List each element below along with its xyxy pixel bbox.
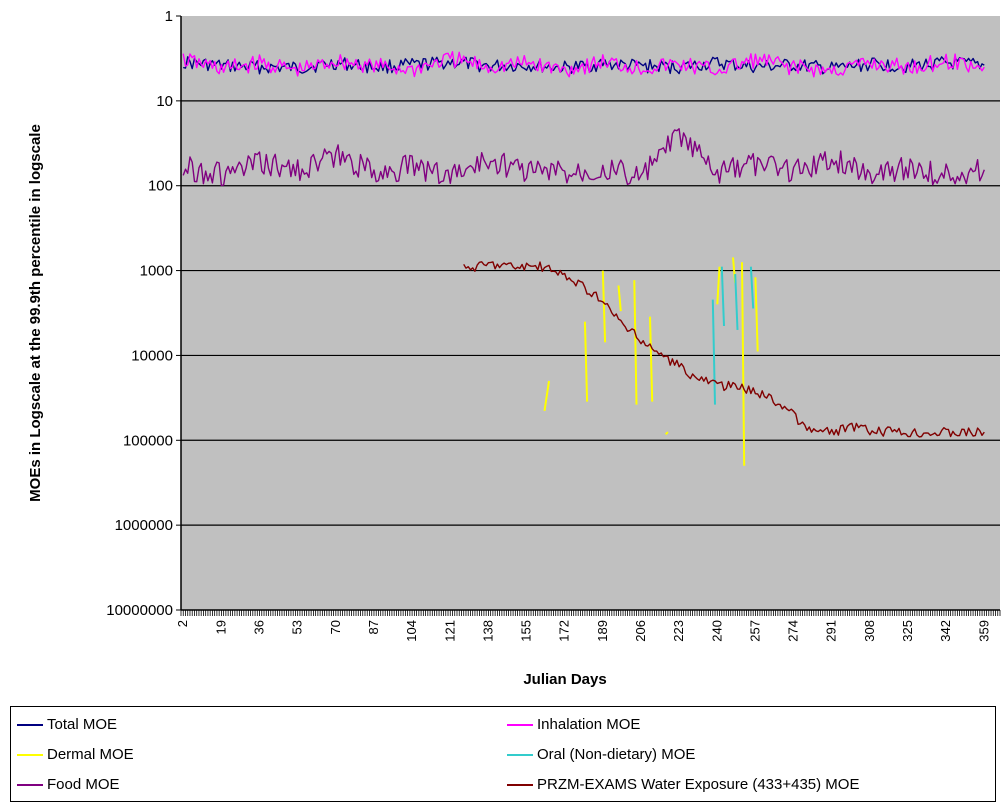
series-dermal-moe-segment [716, 266, 721, 305]
x-tick-label: 274 [786, 620, 801, 642]
series-dermal-moe-segment [583, 321, 589, 402]
x-tick-label: 172 [557, 620, 572, 642]
x-tick-label: 308 [862, 620, 877, 642]
legend-label: Total MOE [47, 716, 118, 733]
y-tick-label: 1000000 [115, 517, 173, 534]
x-tick-label: 70 [328, 620, 343, 634]
y-tick-label: 10 [156, 93, 173, 110]
chart: 1 10 100 1000 10000 100000 1000000 10000000 2 19… [27, 8, 1001, 688]
series-dermal-moe-segment [649, 316, 654, 402]
series-dermal-moe-segment [754, 277, 759, 352]
legend-item-total-moe: Total MOE [17, 716, 117, 733]
y-axis-title: MOEs in Logscale at the 99.9th percentil… [27, 124, 44, 502]
legend-label: Oral (Non-dietary) MOE [537, 746, 696, 763]
x-tick-labels: 2 19 36 53 70 87 104 121 138 155 172 189 206 223 240 25… [175, 620, 991, 642]
series-food-moe [182, 128, 985, 187]
x-axis-title: Julian Days [523, 671, 606, 688]
x-tick-label: 189 [595, 620, 610, 642]
legend: Total MOE Inhalation MOE Dermal MOE Oral… [10, 706, 996, 802]
x-tick-label: 36 [252, 620, 267, 634]
y-tick-label: 100000 [123, 432, 173, 449]
series-dermal-moe-segment [601, 270, 607, 343]
series-total-moe [183, 56, 985, 75]
plot-area [181, 16, 1000, 610]
gridlines [181, 100, 1000, 526]
axes [176, 15, 1001, 616]
legend-item-dermal-moe: Dermal MOE [17, 746, 134, 763]
series-dermal-moe-segment [543, 380, 550, 412]
legend-swatch [17, 723, 43, 726]
series-dermal-moe-segment [633, 280, 638, 405]
x-tick-label: 104 [404, 620, 419, 642]
x-tick-label: 257 [747, 620, 762, 642]
legend-item-przm-exams-moe: PRZM-EXAMS Water Exposure (433+435) MOE [507, 776, 859, 793]
series-oral-non-dietary-moe-segment [734, 274, 739, 330]
x-tick-label: 206 [633, 620, 648, 642]
legend-item-inhalation-moe: Inhalation MOE [507, 716, 640, 733]
series-dermal-moe-segment [741, 262, 746, 466]
series-dermal-moe-segment [617, 285, 622, 312]
series-przm-exams-water-exposure-433-435-moe [463, 261, 985, 438]
legend-label: Food MOE [47, 776, 120, 793]
series-oral-non-dietary-moe-segment [711, 299, 716, 405]
x-tick-label: 223 [671, 620, 686, 642]
legend-swatch [507, 753, 533, 756]
legend-swatch [507, 783, 533, 786]
x-tick-label: 121 [442, 620, 457, 642]
legend-label: Inhalation MOE [537, 716, 641, 733]
x-tick-label: 359 [976, 620, 991, 642]
series-dermal-moe-segment [664, 431, 669, 436]
legend-swatch [17, 753, 43, 756]
y-tick-label: 10000 [131, 347, 173, 364]
y-tick-label: 1000 [140, 263, 173, 280]
legend-item-food-moe: Food MOE [17, 776, 120, 793]
y-tick-label: 10000000 [106, 602, 173, 619]
data-series [182, 51, 985, 466]
legend-label: Dermal MOE [47, 746, 134, 763]
legend-swatch [507, 723, 533, 726]
x-tick-label: 155 [519, 620, 534, 642]
legend-label: PRZM-EXAMS Water Exposure (433+435) MOE [537, 776, 860, 793]
series-oral-non-dietary-moe-segment [749, 266, 755, 309]
x-tick-label: 291 [824, 620, 839, 642]
x-tick-label: 53 [290, 620, 305, 634]
y-tick-label: 1 [165, 8, 173, 25]
series-inhalation-moe [182, 51, 985, 78]
x-tick-label: 138 [480, 620, 495, 642]
series-oral-non-dietary-moe-segment [720, 266, 725, 327]
x-tick-label: 342 [938, 620, 953, 642]
y-tick-label: 100 [148, 178, 173, 195]
legend-item-oral-moe: Oral (Non-dietary) MOE [507, 746, 695, 763]
y-tick-labels: 1 10 100 1000 10000 100000 1000000 10000000 [106, 8, 173, 619]
x-tick-label: 19 [213, 620, 228, 634]
x-tick-label: 240 [709, 620, 724, 642]
x-tick-label: 87 [366, 620, 381, 634]
x-tick-label: 325 [900, 620, 915, 642]
legend-swatch [17, 783, 43, 786]
x-tick-label: 2 [175, 620, 190, 627]
